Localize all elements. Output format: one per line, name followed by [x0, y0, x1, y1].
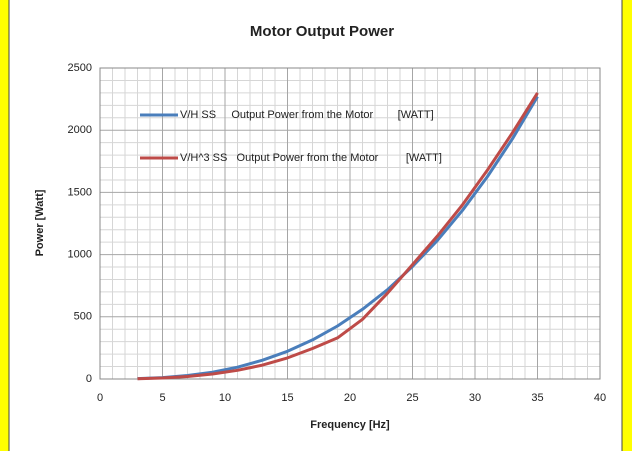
series-line — [137, 92, 539, 381]
x-tick-label: 40 — [594, 392, 606, 404]
x-tick-label: 30 — [469, 392, 481, 404]
x-tick-label: 15 — [281, 392, 293, 404]
chart-title: Motor Output Power — [250, 23, 394, 40]
x-tick-label: 10 — [219, 392, 231, 404]
legend-label: V/H^3 SS Output Power from the Motor [WA… — [180, 152, 442, 164]
x-tick-label: 5 — [159, 392, 165, 404]
legend-label: V/H SS Output Power from the Motor [WATT… — [180, 109, 434, 121]
right-border — [622, 0, 632, 451]
y-tick-label: 1500 — [68, 186, 92, 198]
x-tick-label: 25 — [406, 392, 418, 404]
x-axis-label: Frequency [Hz] — [310, 419, 390, 431]
y-tick-label: 0 — [86, 373, 92, 385]
x-tick-label: 20 — [344, 392, 356, 404]
x-tick-label: 0 — [97, 392, 103, 404]
y-tick-label: 2000 — [68, 124, 92, 136]
series-line — [137, 95, 539, 381]
y-tick-label: 2500 — [68, 62, 92, 74]
left-border — [0, 0, 9, 451]
y-axis-label: Power [Watt] — [34, 189, 46, 256]
x-tick-label: 35 — [531, 392, 543, 404]
y-tick-label: 500 — [74, 311, 92, 323]
plot-border — [99, 67, 601, 380]
y-tick-label: 1000 — [68, 249, 92, 261]
